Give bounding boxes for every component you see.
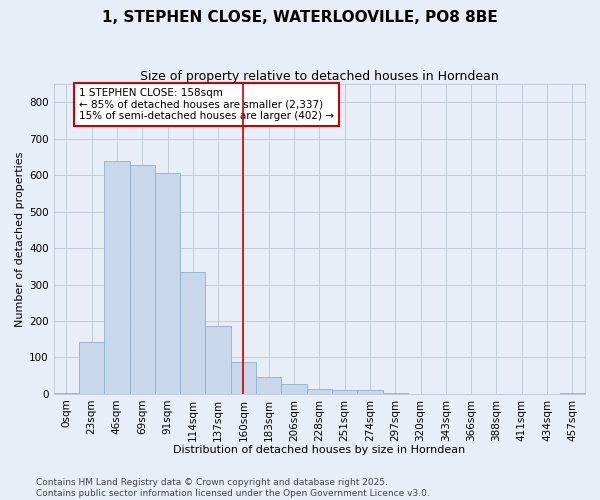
Bar <box>205 326 231 394</box>
Bar <box>180 272 205 394</box>
Bar <box>307 388 332 394</box>
Bar <box>256 376 281 394</box>
Bar <box>560 393 585 394</box>
X-axis label: Distribution of detached houses by size in Horndean: Distribution of detached houses by size … <box>173 445 466 455</box>
Bar <box>79 342 104 394</box>
Text: 1, STEPHEN CLOSE, WATERLOOVILLE, PO8 8BE: 1, STEPHEN CLOSE, WATERLOOVILLE, PO8 8BE <box>102 10 498 25</box>
Bar <box>130 164 155 394</box>
Text: Contains HM Land Registry data © Crown copyright and database right 2025.
Contai: Contains HM Land Registry data © Crown c… <box>36 478 430 498</box>
Bar <box>281 384 307 394</box>
Bar <box>357 390 383 394</box>
Bar <box>231 362 256 394</box>
Bar <box>104 162 130 394</box>
Title: Size of property relative to detached houses in Horndean: Size of property relative to detached ho… <box>140 70 499 83</box>
Y-axis label: Number of detached properties: Number of detached properties <box>15 152 25 326</box>
Bar <box>155 173 180 394</box>
Bar <box>383 393 408 394</box>
Text: 1 STEPHEN CLOSE: 158sqm
← 85% of detached houses are smaller (2,337)
15% of semi: 1 STEPHEN CLOSE: 158sqm ← 85% of detache… <box>79 88 334 121</box>
Bar <box>332 390 357 394</box>
Bar <box>53 393 79 394</box>
